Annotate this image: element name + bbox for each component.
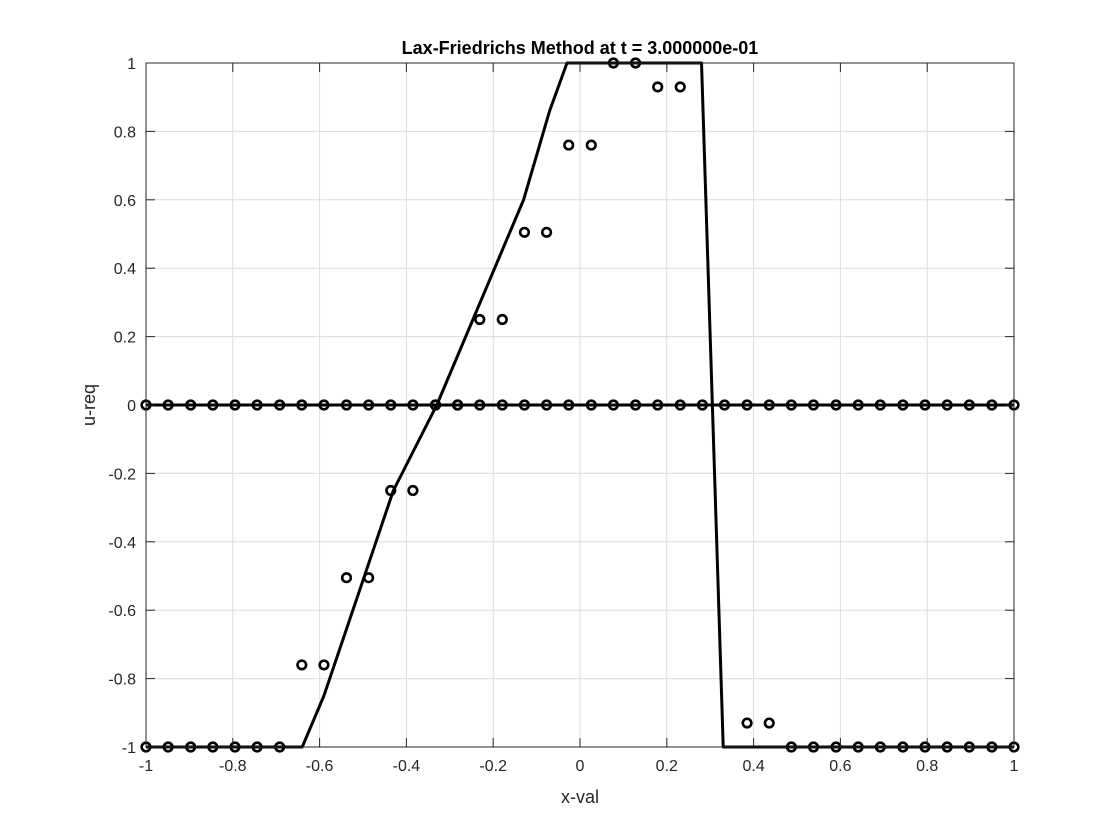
- data-point: [496, 313, 508, 326]
- data-point: [274, 399, 286, 411]
- data-point: [652, 399, 664, 411]
- data-point: [696, 399, 708, 411]
- data-point: [741, 717, 753, 729]
- data-point: [385, 484, 397, 497]
- data-point: [897, 399, 909, 411]
- x-tick-label: 0.8: [916, 758, 938, 775]
- data-point: [474, 399, 486, 411]
- y-tick-label: 0.2: [114, 330, 136, 347]
- data-point: [162, 399, 174, 411]
- series-line-0: [146, 61, 1014, 749]
- tick-marks: [145, 62, 1015, 748]
- data-point: [207, 399, 219, 411]
- data-point: [363, 399, 375, 411]
- data-point: [874, 399, 886, 411]
- data-point: [718, 399, 731, 411]
- y-axis-label: u-req: [79, 384, 99, 426]
- data-point: [807, 399, 820, 411]
- data-point: [318, 659, 330, 671]
- data-point: [607, 399, 620, 411]
- data-point: [318, 399, 330, 411]
- x-tick-label: 0.4: [742, 758, 764, 775]
- y-tick-label: 0: [127, 398, 136, 415]
- data-point: [407, 399, 419, 411]
- data-point: [741, 399, 753, 411]
- data-point: [852, 399, 864, 411]
- data-point: [674, 399, 686, 411]
- y-tick-label: 0.8: [114, 124, 136, 141]
- data-point: [941, 399, 953, 411]
- data-point: [518, 399, 531, 411]
- data-point: [363, 572, 375, 584]
- chart-title: Lax-Friedrichs Method at t = 3.000000e-0…: [402, 38, 759, 58]
- data-point: [518, 226, 531, 238]
- data-point: [629, 399, 642, 411]
- x-tick-label: 0.6: [829, 758, 851, 775]
- x-axis-label: x-val: [561, 787, 599, 807]
- data-point: [785, 399, 797, 411]
- y-tick-labels: -1 -0.8 -0.6 -0.4 -0.2 0 0.2 0.4 0.6 0.8 1: [108, 56, 136, 757]
- x-tick-label: -1: [139, 758, 153, 775]
- data-point: [229, 399, 241, 411]
- data-point: [340, 399, 353, 411]
- data-point: [986, 399, 998, 411]
- data-point: [340, 572, 353, 584]
- data-point: [429, 399, 442, 411]
- x-tick-label: -0.6: [306, 758, 334, 775]
- y-tick-label: 1: [127, 56, 136, 73]
- data-point: [540, 399, 553, 411]
- data-point: [474, 313, 486, 326]
- data-point: [296, 399, 308, 411]
- data-point: [674, 81, 686, 93]
- data-point: [540, 226, 553, 238]
- data-point: [763, 399, 775, 411]
- data-point: [563, 139, 575, 151]
- data-point: [963, 399, 975, 411]
- y-tick-label: -1: [122, 740, 136, 757]
- y-tick-label: 0.4: [114, 261, 136, 278]
- data-point: [296, 659, 308, 671]
- y-tick-label: -0.4: [108, 535, 136, 552]
- x-tick-label: -0.2: [479, 758, 507, 775]
- x-tick-label: 1: [1010, 758, 1019, 775]
- data-point: [185, 399, 197, 411]
- data-point: [919, 399, 931, 411]
- data-point: [407, 484, 419, 497]
- data-point: [496, 399, 508, 411]
- x-tick-label: -0.8: [219, 758, 247, 775]
- y-tick-label: -0.2: [108, 466, 136, 483]
- data-point: [585, 399, 597, 411]
- y-tick-label: 0.6: [114, 193, 136, 210]
- y-tick-label: -0.8: [108, 672, 136, 689]
- data-point: [251, 399, 263, 411]
- x-tick-label: 0: [576, 758, 585, 775]
- x-tick-label: 0.2: [656, 758, 678, 775]
- data-point: [563, 399, 575, 411]
- x-tick-labels: -1 -0.8 -0.6 -0.4 -0.2 0 0.2 0.4 0.6 0.8 1: [139, 758, 1019, 775]
- data-point: [452, 399, 464, 411]
- data-point: [652, 81, 664, 93]
- data-point: [763, 717, 775, 729]
- y-tick-label: -0.6: [108, 603, 136, 620]
- data-point: [830, 399, 842, 411]
- x-tick-label: -0.4: [393, 758, 421, 775]
- data-point: [385, 399, 397, 411]
- data-point: [585, 139, 597, 151]
